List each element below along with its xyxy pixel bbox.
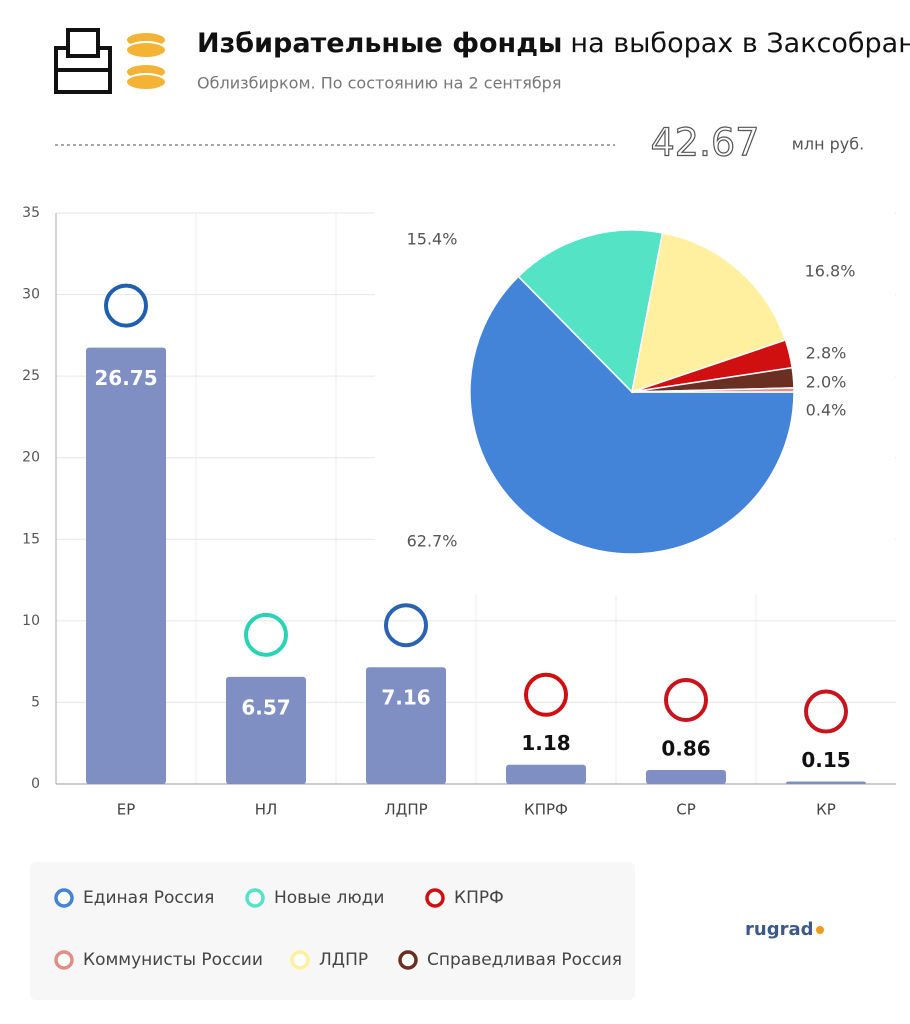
- x-tick-label: СР: [676, 801, 696, 819]
- title: Избирательные фонды на выборах в Заксобра…: [197, 28, 910, 59]
- legend: Единая Россия Новые люди КПРФ Коммунисты Ро…: [54, 888, 622, 970]
- data-label: 26.75: [94, 366, 157, 390]
- pie-label: 2.0%: [806, 373, 847, 392]
- y-tick-label: 15: [22, 531, 40, 547]
- legend-marker: [54, 888, 74, 908]
- legend-marker: [245, 888, 265, 908]
- party-logo: [804, 689, 848, 734]
- bar: [86, 347, 166, 784]
- pie-chart: 62.7% 15.4% 16.8% 2.8% 2.0% 0.4%: [407, 229, 856, 555]
- pie-label: 16.8%: [805, 262, 856, 281]
- legend-label: ЛДПР: [319, 950, 368, 970]
- coins-icon: [125, 31, 167, 91]
- legend-marker: [290, 950, 310, 970]
- legend-label: КПРФ: [454, 888, 504, 908]
- party-logo: [244, 612, 288, 657]
- party-logo: [664, 677, 708, 722]
- pie-label: 0.4%: [806, 401, 847, 420]
- header-icons: [54, 28, 112, 94]
- y-tick-label: 5: [31, 694, 40, 710]
- pie-slice: [631, 232, 787, 394]
- x-tick-label: ЕР: [117, 801, 136, 819]
- pie-slice: [469, 275, 795, 555]
- data-label: 0.15: [801, 748, 850, 772]
- bar: [646, 769, 726, 784]
- printer-paper: [66, 28, 100, 58]
- pie-label: 62.7%: [407, 532, 458, 551]
- x-tick-label: ЛДПР: [384, 801, 427, 819]
- data-label: 1.18: [521, 731, 570, 755]
- total-value: 42.67: [651, 121, 760, 165]
- legend-label: Новые люди: [274, 888, 384, 908]
- party-logo: [524, 672, 568, 717]
- legend-marker: [54, 950, 74, 970]
- legend-label: Справедливая Россия: [427, 950, 622, 970]
- party-logo: [384, 603, 428, 648]
- data-label: 0.86: [661, 736, 710, 760]
- data-label: 6.57: [241, 695, 290, 719]
- y-tick-label: 25: [22, 368, 40, 384]
- legend-label: Единая Россия: [83, 888, 214, 908]
- party-logo: [104, 283, 148, 328]
- x-tick-label: КР: [816, 801, 836, 819]
- legend-marker: [398, 950, 418, 970]
- bar: [506, 764, 586, 784]
- total-unit: млн руб.: [792, 135, 864, 154]
- legend-marker: [425, 888, 445, 908]
- pie-label: 15.4%: [407, 230, 458, 249]
- title-bold: Избирательные фонды: [197, 28, 562, 59]
- legend-label: Коммунисты России: [83, 950, 263, 970]
- bar: [366, 667, 446, 784]
- y-tick-label: 20: [22, 450, 40, 466]
- title-rest: на выборах в Заксобрание: [570, 28, 910, 59]
- pie-slice: [631, 387, 795, 393]
- bar: [786, 781, 866, 784]
- x-tick-label: КПРФ: [524, 801, 568, 819]
- legend-box: [30, 862, 635, 1000]
- y-tick-label: 35: [22, 205, 40, 221]
- data-label: 7.16: [381, 686, 430, 710]
- bar: [226, 676, 306, 784]
- brand: rugrad: [745, 919, 813, 940]
- y-tick-label: 30: [22, 287, 40, 303]
- pie-label: 2.8%: [806, 344, 847, 363]
- y-tick-label: 0: [31, 776, 40, 792]
- y-tick-label: 10: [22, 613, 40, 629]
- pie-slice: [517, 229, 664, 394]
- subtitle: Облизбирком. По состоянию на 2 сентября: [197, 74, 561, 93]
- x-tick-label: НЛ: [255, 801, 278, 819]
- brand-dot: [816, 926, 824, 934]
